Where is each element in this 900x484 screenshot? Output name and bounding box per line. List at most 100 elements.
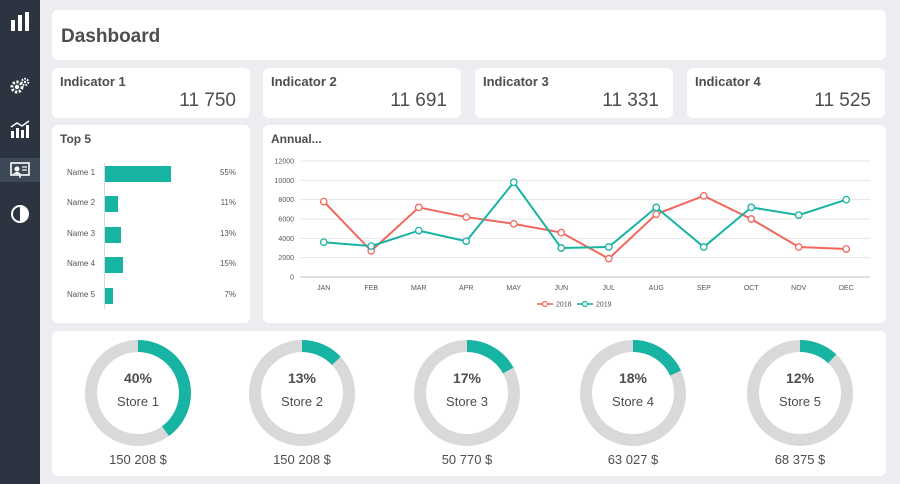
y-tick-label: 0 bbox=[290, 275, 294, 282]
indicator-label: Indicator 2 bbox=[271, 74, 337, 89]
x-tick-label: OCT bbox=[744, 285, 760, 292]
x-tick-label: AUG bbox=[649, 285, 664, 292]
legend-marker-2018 bbox=[541, 300, 549, 308]
presentation-board-icon[interactable] bbox=[0, 158, 40, 182]
y-tick-label: 10000 bbox=[275, 178, 295, 185]
gears-icon[interactable] bbox=[6, 74, 34, 98]
data-point-2019 bbox=[367, 242, 376, 250]
indicator-label: Indicator 4 bbox=[695, 74, 761, 89]
store-percent: 40% bbox=[123, 370, 153, 386]
x-tick-label: MAY bbox=[506, 285, 521, 292]
header-card: Dashboard bbox=[52, 10, 886, 60]
data-point-2019 bbox=[509, 178, 518, 187]
series-line-2018 bbox=[323, 194, 847, 260]
top5-row: Name 3 13% bbox=[52, 227, 250, 243]
store-donut bbox=[747, 340, 853, 446]
top5-bar bbox=[105, 227, 121, 243]
top5-value-label: 13% bbox=[219, 229, 236, 238]
donut-progress bbox=[414, 340, 520, 446]
data-point-2019 bbox=[699, 243, 708, 251]
data-point-2018 bbox=[794, 243, 803, 251]
indicator-label: Indicator 3 bbox=[483, 74, 549, 89]
x-tick-label: MAR bbox=[411, 285, 427, 292]
stores-card: 40% Store 1 150 208 $ 13% Store 2 150 20… bbox=[52, 331, 886, 476]
donut-progress bbox=[249, 340, 355, 446]
top5-bar bbox=[105, 166, 171, 182]
store-amount: 150 208 $ bbox=[273, 452, 331, 467]
data-point-2018 bbox=[319, 197, 328, 206]
top5-value-label: 55% bbox=[219, 168, 236, 177]
data-point-2018 bbox=[652, 210, 661, 219]
store-name: Store 3 bbox=[446, 394, 488, 409]
y-tick-label: 8000 bbox=[278, 197, 294, 204]
indicator-card-2: Indicator 2 11 691 bbox=[263, 68, 461, 118]
data-point-2019 bbox=[747, 203, 756, 212]
top5-category-label: Name 1 bbox=[67, 168, 96, 177]
top5-bar bbox=[105, 196, 119, 212]
top5-category-label: Name 4 bbox=[67, 259, 96, 268]
store-tile: 17% Store 3 50 770 $ bbox=[397, 331, 537, 476]
top5-value-label: 7% bbox=[224, 290, 236, 299]
donut-progress bbox=[747, 340, 853, 446]
analytics-chart-icon[interactable] bbox=[6, 117, 34, 141]
data-point-2019 bbox=[652, 203, 661, 212]
x-tick-label: SEP bbox=[697, 285, 711, 292]
store-tile: 18% Store 4 63 027 $ bbox=[563, 331, 703, 476]
store-percent: 18% bbox=[618, 370, 648, 386]
store-name: Store 5 bbox=[779, 394, 821, 409]
x-tick-label: JUL bbox=[603, 285, 616, 292]
top5-value-label: 15% bbox=[219, 259, 236, 268]
data-point-2018 bbox=[509, 219, 518, 228]
data-point-2019 bbox=[557, 244, 566, 252]
data-point-2018 bbox=[699, 191, 708, 200]
annual-title: Annual... bbox=[271, 132, 322, 146]
store-donut bbox=[580, 340, 686, 446]
indicator-value: 11 525 bbox=[814, 90, 871, 111]
bar-chart-logo-icon[interactable] bbox=[6, 10, 34, 34]
indicator-card-4: Indicator 4 11 525 bbox=[687, 68, 885, 118]
top5-category-label: Name 3 bbox=[67, 229, 96, 238]
legend-label: 2018 bbox=[556, 302, 572, 309]
top5-bar bbox=[105, 288, 114, 304]
data-point-2019 bbox=[794, 211, 803, 219]
data-point-2019 bbox=[319, 238, 328, 247]
donut-track bbox=[747, 340, 853, 446]
series-line-2019 bbox=[323, 180, 847, 250]
legend-label: 2019 bbox=[596, 302, 612, 309]
data-point-2018 bbox=[604, 254, 613, 263]
donut-progress bbox=[85, 340, 191, 446]
indicator-value: 11 750 bbox=[179, 90, 236, 111]
store-name: Store 1 bbox=[117, 394, 159, 409]
top5-value-label: 11% bbox=[220, 198, 236, 207]
x-tick-label: JAN bbox=[317, 285, 330, 292]
store-name: Store 4 bbox=[612, 394, 654, 409]
x-tick-label: JUN bbox=[554, 285, 568, 292]
top5-row: Name 2 11% bbox=[52, 196, 250, 212]
x-tick-label: NOV bbox=[791, 285, 807, 292]
y-tick-label: 2000 bbox=[278, 255, 294, 262]
data-point-2019 bbox=[414, 226, 423, 235]
top5-row: Name 5 7% bbox=[52, 288, 250, 304]
x-tick-label: APR bbox=[459, 285, 473, 292]
top5-category-label: Name 5 bbox=[67, 290, 96, 299]
store-name: Store 2 bbox=[281, 394, 323, 409]
y-tick-label: 4000 bbox=[278, 236, 294, 243]
data-point-2018 bbox=[462, 213, 471, 221]
store-amount: 50 770 $ bbox=[441, 452, 493, 467]
indicator-value: 11 331 bbox=[602, 90, 659, 111]
data-point-2019 bbox=[462, 237, 471, 246]
store-percent: 12% bbox=[785, 370, 815, 386]
y-tick-label: 12000 bbox=[275, 159, 295, 166]
annual-card: Annual... 0 2000 4000 6000 8000 10000 12000 JAN… bbox=[263, 125, 886, 323]
top5-category-label: Name 2 bbox=[67, 198, 96, 207]
store-amount: 150 208 $ bbox=[109, 452, 167, 467]
indicator-value: 11 691 bbox=[390, 90, 447, 111]
store-percent: 13% bbox=[287, 370, 317, 386]
annual-line-chart: 0 2000 4000 6000 8000 10000 12000 JAN FEB MAR APR M… bbox=[275, 159, 870, 309]
store-donut bbox=[249, 340, 355, 446]
store-amount: 68 375 $ bbox=[774, 452, 826, 467]
contrast-icon[interactable] bbox=[6, 202, 34, 226]
store-tile: 13% Store 2 150 208 $ bbox=[232, 331, 372, 476]
top5-bar bbox=[105, 257, 123, 273]
store-donut bbox=[85, 340, 191, 446]
